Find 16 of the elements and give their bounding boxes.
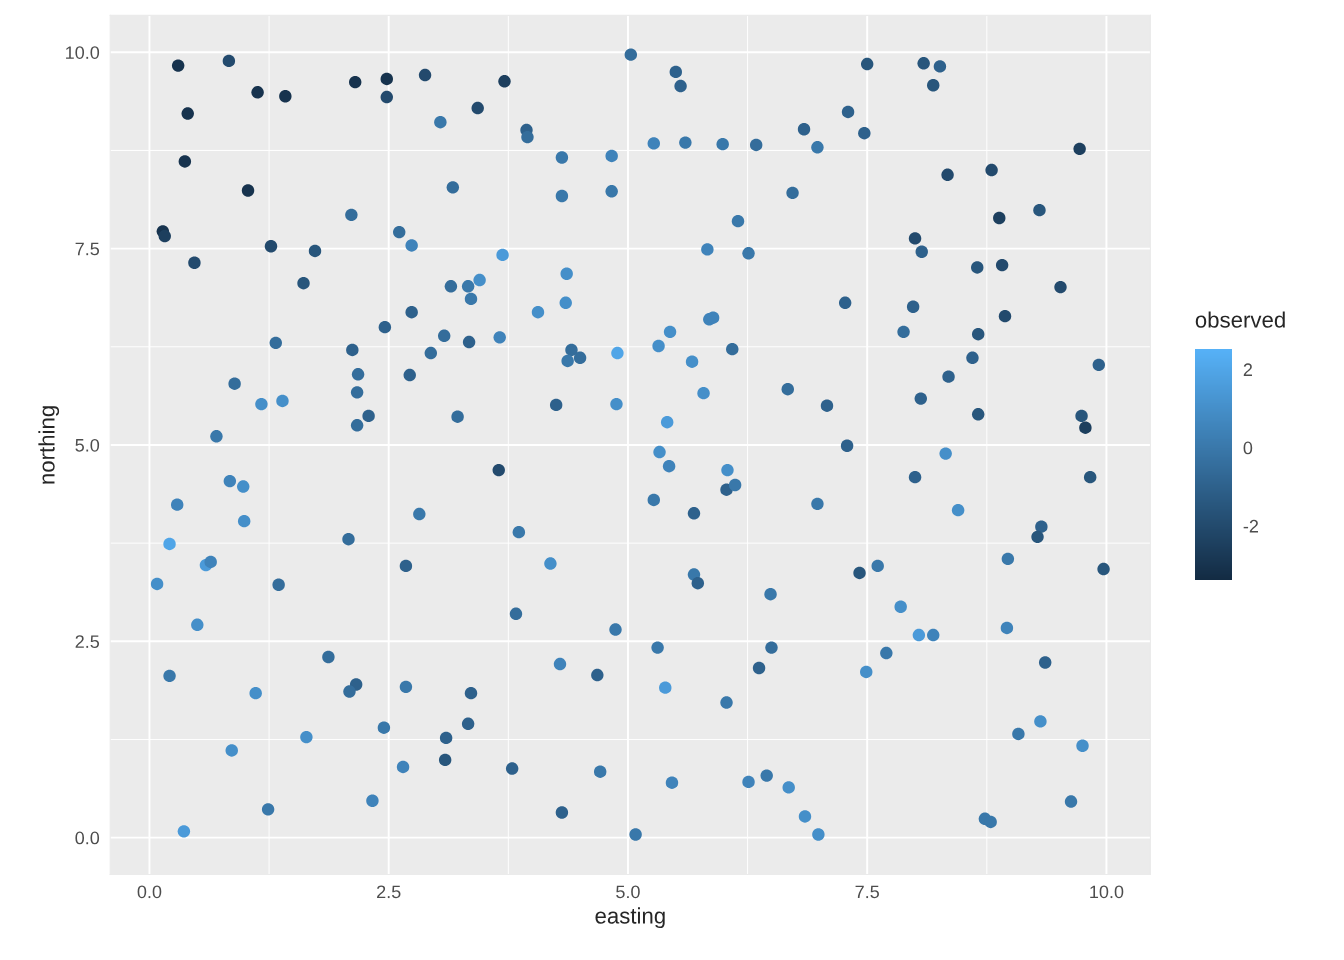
y-tick-label: 0.0	[75, 831, 100, 845]
y-tick-label: 2.5	[75, 635, 100, 649]
color-bar-label: -2	[1243, 519, 1259, 533]
y-tick-label: 5.0	[75, 438, 100, 452]
color-bar-label: 2	[1243, 363, 1252, 376]
y-tick-label: 10.0	[66, 46, 100, 59]
x-tick-label: 10.0	[1090, 885, 1124, 899]
color-bar-label: 0	[1243, 441, 1253, 455]
x-tick-label: 2.5	[377, 885, 401, 899]
x-tick-label: 0.0	[137, 885, 162, 899]
y-tick-label: 7.5	[75, 242, 100, 256]
y-axis-title: northing	[38, 406, 60, 484]
x-tick-label: 5.0	[616, 885, 640, 899]
x-tick-label: 7.5	[855, 885, 879, 899]
x-axis-title: easting	[595, 907, 665, 929]
color-bar-title: observed	[1195, 311, 1285, 328]
